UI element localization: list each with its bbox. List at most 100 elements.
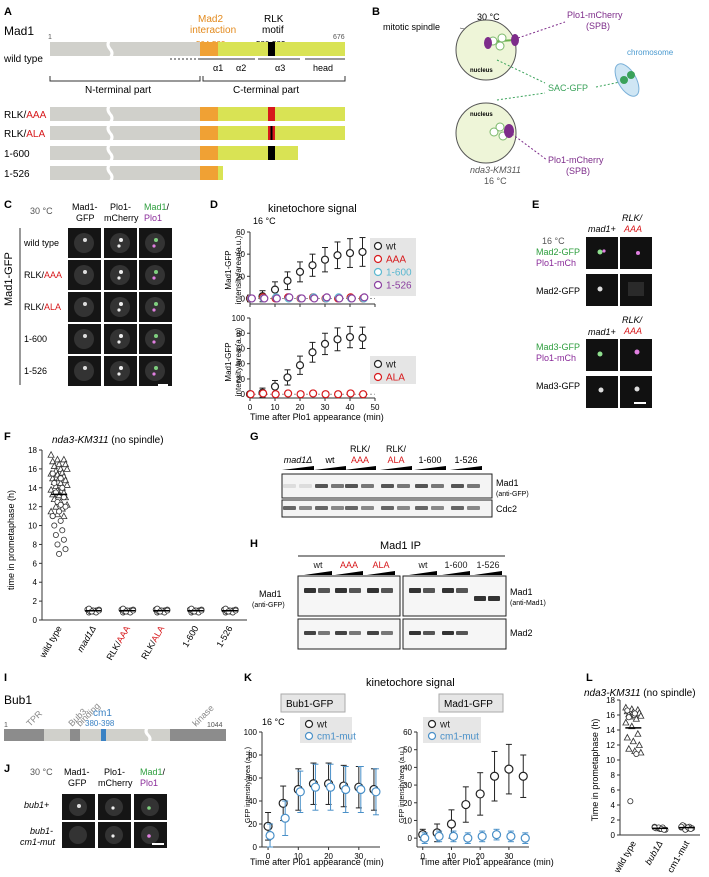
panel-label-d: D	[210, 199, 218, 211]
c-spot	[83, 270, 87, 274]
data-point-circle	[627, 798, 634, 805]
data-point-1-526	[347, 294, 356, 303]
c-cell	[145, 297, 165, 317]
panel-l: L nda3-KM311 (no spindle) Time in promet…	[584, 672, 700, 875]
x-category-label: mad1Δ	[75, 624, 98, 654]
panel-label-e: E	[532, 199, 539, 211]
x-category-label: cm1-mut	[665, 839, 691, 875]
panel-label-j: J	[4, 763, 10, 775]
data-point-circle	[52, 532, 59, 539]
panel-f: F nda3-KM311 (no spindle) time in promet…	[4, 431, 247, 662]
c-row-label: 1-526	[24, 366, 47, 376]
g-band-mad1	[451, 484, 464, 488]
x-tick-label: 0	[248, 403, 253, 412]
g-lane-label: 1-526	[454, 455, 477, 465]
y-tick-label: 0	[241, 390, 246, 399]
data-point-circle	[49, 470, 56, 477]
data-point-triangle	[629, 737, 638, 745]
j-col-merge-slash: /	[163, 767, 166, 777]
d-top-legend: wt AAA 1-600 1-526	[373, 241, 412, 292]
nucleus-cell-2	[455, 102, 517, 164]
k-box-mad1-label: Mad1-GFP	[444, 699, 493, 710]
bub1-start: 1	[4, 722, 8, 729]
c-spot	[83, 366, 87, 370]
alpha1-label: α1	[213, 63, 223, 73]
data-point-wt	[283, 373, 292, 382]
legend-marker	[373, 241, 383, 251]
panel-j: J 30 °C Mad1- GFP Plo1- mCherry Mad1/ Pl…	[4, 763, 167, 848]
y-tick-label: 80	[236, 329, 245, 338]
legend-label: wt	[385, 242, 396, 253]
data-point-ALA	[284, 389, 293, 398]
data-point-triangle	[632, 714, 641, 722]
temp-16c: 16 °C	[484, 176, 507, 186]
c-cell	[145, 265, 165, 285]
j-row-bub1: bub1+	[24, 800, 49, 810]
data-point-circle	[57, 517, 64, 524]
x-tick-label: 10	[447, 852, 456, 861]
alpha2-label: α2	[236, 63, 246, 73]
bub1-bub3-binding	[70, 729, 80, 741]
wt-n-terminal-bar	[50, 42, 200, 56]
g-band-cdc2	[315, 506, 328, 510]
legend-marker	[373, 372, 383, 382]
h-lane-label: 1-600	[444, 560, 467, 570]
panel-label-h: H	[250, 538, 258, 550]
y-tick-label: 4	[611, 801, 616, 810]
data-point-cm1-mut	[520, 833, 530, 843]
col-merge-plo1: Plo1	[144, 213, 162, 223]
data-point-wt	[333, 251, 342, 260]
c-spot	[152, 340, 156, 344]
h-band-mad1	[488, 596, 500, 601]
data-point-triangle	[637, 711, 645, 719]
d-bottom-legend: wt ALA	[373, 360, 405, 384]
k-left-xlabel: Time after Plo1 appearance (min)	[250, 857, 384, 867]
c-cell	[74, 233, 94, 253]
y-tick-label: 20	[236, 272, 245, 281]
h-gradient-wedge	[409, 571, 437, 575]
data-point-triangle	[52, 502, 60, 510]
data-point-cm1-mut	[325, 782, 336, 792]
c-spot	[117, 276, 121, 280]
legend-label: cm1-mut	[317, 732, 356, 743]
e-mad3gfp-only: Mad3-GFP	[536, 381, 580, 391]
y-tick-label: 0	[241, 294, 246, 303]
k-box-bub1-label: Bub1-GFP	[286, 699, 334, 710]
g-lane-label-mutation: AAA	[351, 455, 369, 465]
g-band-mad1	[415, 484, 428, 488]
h-band-mad2	[423, 631, 435, 635]
bub1-title: Bub1	[4, 693, 32, 707]
g-band-cdc2	[415, 506, 428, 510]
c-spot	[154, 270, 158, 274]
g-band-mad1: Mad1	[496, 478, 519, 488]
wt-c-terminal-bar	[218, 42, 345, 56]
legend-label: 1-526	[386, 281, 412, 292]
j-col-mad1: Mad1-	[64, 767, 90, 777]
h-band-mad1	[423, 588, 435, 593]
data-point-cm1-mut	[420, 833, 430, 843]
y-tick-label: 14	[28, 484, 37, 493]
x-tick-label: 10	[294, 852, 303, 861]
j-spot	[77, 804, 81, 808]
g-band-cdc2	[331, 506, 344, 510]
panel-label-f: F	[4, 431, 11, 443]
c-row-label: 1-600	[24, 334, 47, 344]
sac-gfp-label: SAC-GFP	[548, 83, 588, 93]
panel-k: K kinetochore signal Bub1-GFP Mad1-GFP 1…	[244, 672, 554, 867]
h-gradient-wedge	[304, 571, 332, 575]
strain-label: nda3-KM311	[470, 165, 521, 175]
h-band-mad1	[456, 588, 468, 593]
e-mad2gfp: Mad2-GFP	[536, 247, 580, 257]
y-tick-label: 80	[248, 751, 257, 760]
x-category-label: RLK/ALA	[139, 624, 166, 661]
wt-break-mark	[106, 38, 114, 59]
y-tick-label: 14	[606, 726, 615, 735]
svg-text:nda3-KM311 (no spindle): nda3-KM311 (no spindle)	[52, 435, 164, 446]
data-point-cm1-mut	[506, 831, 516, 841]
panel-j-temp: 30 °C	[30, 767, 53, 777]
data-point-wt	[446, 819, 457, 829]
mad2-interaction-label-2: interaction	[190, 25, 236, 36]
data-point-triangle	[47, 450, 55, 458]
j-scale-bar	[152, 843, 164, 845]
c-cell	[74, 297, 94, 317]
